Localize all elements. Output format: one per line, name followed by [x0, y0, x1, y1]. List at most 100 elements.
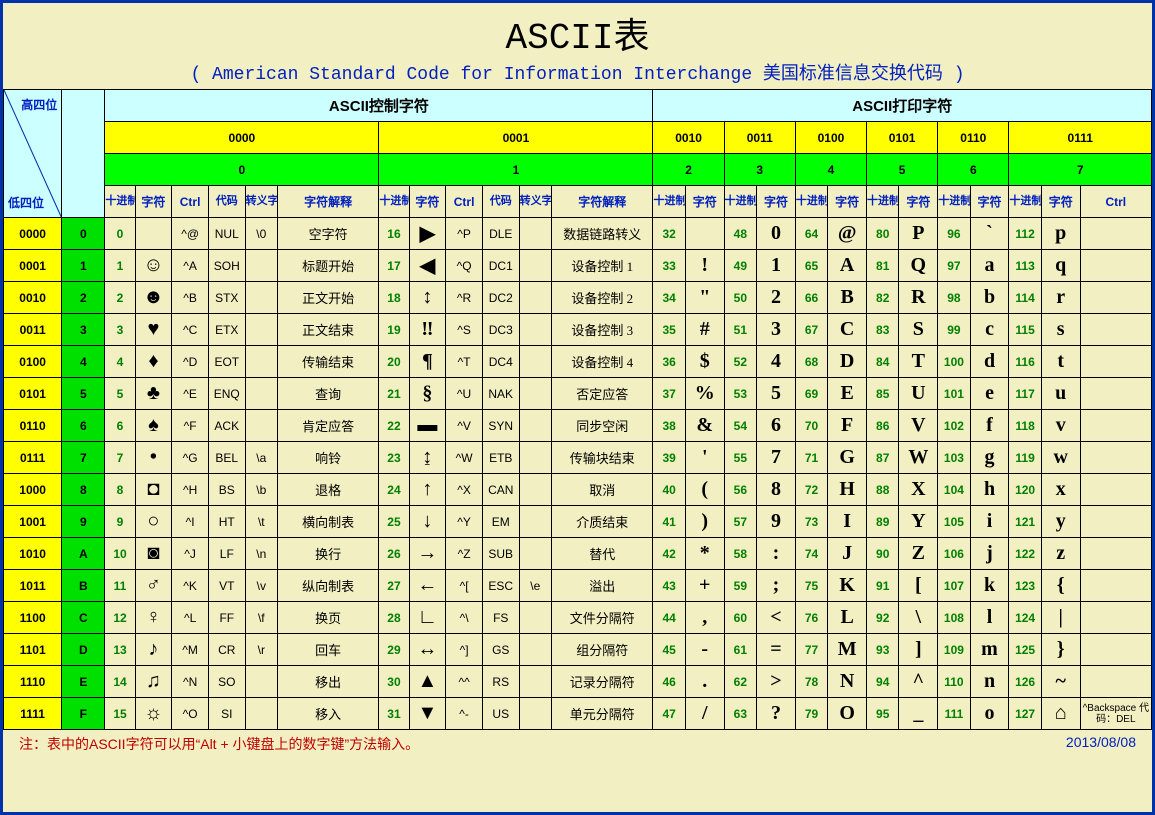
dec-cell: 18	[379, 282, 409, 314]
table-row: 1111F15☼^OSI移入31▼^-US单元分隔符47/63?79O95_11…	[4, 698, 1152, 730]
dec-cell: 76	[795, 602, 827, 634]
glyph-cell: K	[828, 570, 867, 602]
dec-cell: 74	[795, 538, 827, 570]
glyph-cell: ○	[135, 506, 172, 538]
low-dec: 5	[62, 378, 105, 410]
dec-cell: 84	[867, 346, 899, 378]
dec-cell: 47	[653, 698, 685, 730]
dec-cell: 85	[867, 378, 899, 410]
glyph-cell: S	[899, 314, 938, 346]
glyph-cell: o	[970, 698, 1009, 730]
low-dec: 0	[62, 218, 105, 250]
dec-cell: 5	[105, 378, 135, 410]
glyph-cell: a	[970, 250, 1009, 282]
glyph-cell: T	[899, 346, 938, 378]
ctrl-cell: ^R	[446, 282, 483, 314]
dec-cell: 11	[105, 570, 135, 602]
dec-cell: 41	[653, 506, 685, 538]
glyph-cell: _	[899, 698, 938, 730]
ctrl-cell: ^Z	[446, 538, 483, 570]
glyph-cell: ♂	[135, 570, 172, 602]
dec-cell: 110	[938, 666, 970, 698]
footer-date: 2013/08/08	[1066, 734, 1136, 754]
glyph-cell: B	[828, 282, 867, 314]
glyph-cell: ¶	[409, 346, 446, 378]
code-cell: EOT	[208, 346, 245, 378]
glyph-cell: Q	[899, 250, 938, 282]
glyph-cell: g	[970, 442, 1009, 474]
low-bin: 1000	[4, 474, 62, 506]
dec-cell: 68	[795, 346, 827, 378]
dec-cell: 107	[938, 570, 970, 602]
dec-cell: 78	[795, 666, 827, 698]
dec-cell: 48	[724, 218, 756, 250]
glyph-cell: `	[970, 218, 1009, 250]
page-title: ASCII表	[3, 3, 1152, 59]
desc-cell: 溢出	[551, 570, 653, 602]
glyph-cell: ▬	[409, 410, 446, 442]
glyph-cell: I	[828, 506, 867, 538]
high-dec: 5	[867, 154, 938, 186]
ctrl-cell	[1080, 410, 1151, 442]
glyph-cell: 1	[757, 250, 796, 282]
esc-cell: \e	[519, 570, 551, 602]
glyph-cell: "	[685, 282, 724, 314]
glyph-cell: F	[828, 410, 867, 442]
dec-cell: 60	[724, 602, 756, 634]
col-header: 十进制	[653, 186, 685, 218]
table-row: 0000 0001 0010 0011 0100 0101 0110 0111	[4, 122, 1152, 154]
dec-cell: 17	[379, 250, 409, 282]
high-dec: 2	[653, 154, 724, 186]
code-cell: VT	[208, 570, 245, 602]
dec-cell: 89	[867, 506, 899, 538]
ctrl-cell: ^]	[446, 634, 483, 666]
dec-cell: 112	[1009, 218, 1041, 250]
ascii-table-page: ASCII表 ( American Standard Code for Info…	[0, 0, 1155, 815]
dec-cell: 119	[1009, 442, 1041, 474]
glyph-cell: Y	[899, 506, 938, 538]
dec-cell: 86	[867, 410, 899, 442]
glyph-cell: L	[828, 602, 867, 634]
dec-cell: 79	[795, 698, 827, 730]
low-bin: 1110	[4, 666, 62, 698]
dec-cell: 57	[724, 506, 756, 538]
dec-cell: 40	[653, 474, 685, 506]
glyph-cell: 6	[757, 410, 796, 442]
ctrl-cell	[1080, 602, 1151, 634]
dec-cell: 104	[938, 474, 970, 506]
dec-cell: 111	[938, 698, 970, 730]
glyph-cell: 3	[757, 314, 796, 346]
ctrl-cell: ^M	[172, 634, 209, 666]
dec-cell: 73	[795, 506, 827, 538]
dec-cell: 75	[795, 570, 827, 602]
corner-high-label: 高四位	[21, 96, 57, 113]
dec-cell: 99	[938, 314, 970, 346]
ctrl-cell: ^^	[446, 666, 483, 698]
dec-cell: 1	[105, 250, 135, 282]
ctrl-cell: ^-	[446, 698, 483, 730]
desc-cell: 标题开始	[277, 250, 378, 282]
desc-cell: 同步空闲	[551, 410, 653, 442]
ctrl-cell: ^L	[172, 602, 209, 634]
glyph-cell: )	[685, 506, 724, 538]
dec-cell: 71	[795, 442, 827, 474]
dec-cell: 4	[105, 346, 135, 378]
esc-cell	[245, 410, 277, 442]
ctrl-cell	[1080, 570, 1151, 602]
ctrl-cell: ^S	[446, 314, 483, 346]
low-bin: 1001	[4, 506, 62, 538]
table-row: 1100C12♀^LFF\f换页28∟^\FS文件分隔符44,60<76L92\…	[4, 602, 1152, 634]
glyph-cell: u	[1041, 378, 1080, 410]
dec-cell: 116	[1009, 346, 1041, 378]
ctrl-cell: ^Backspace 代码：DEL	[1080, 698, 1151, 730]
code-cell: SO	[208, 666, 245, 698]
glyph-cell: ~	[1041, 666, 1080, 698]
dec-cell: 118	[1009, 410, 1041, 442]
code-cell: RS	[482, 666, 519, 698]
low-dec: 7	[62, 442, 105, 474]
ctrl-cell: ^C	[172, 314, 209, 346]
dec-cell: 113	[1009, 250, 1041, 282]
dec-cell: 8	[105, 474, 135, 506]
desc-cell: 设备控制 3	[551, 314, 653, 346]
desc-cell: 正文开始	[277, 282, 378, 314]
